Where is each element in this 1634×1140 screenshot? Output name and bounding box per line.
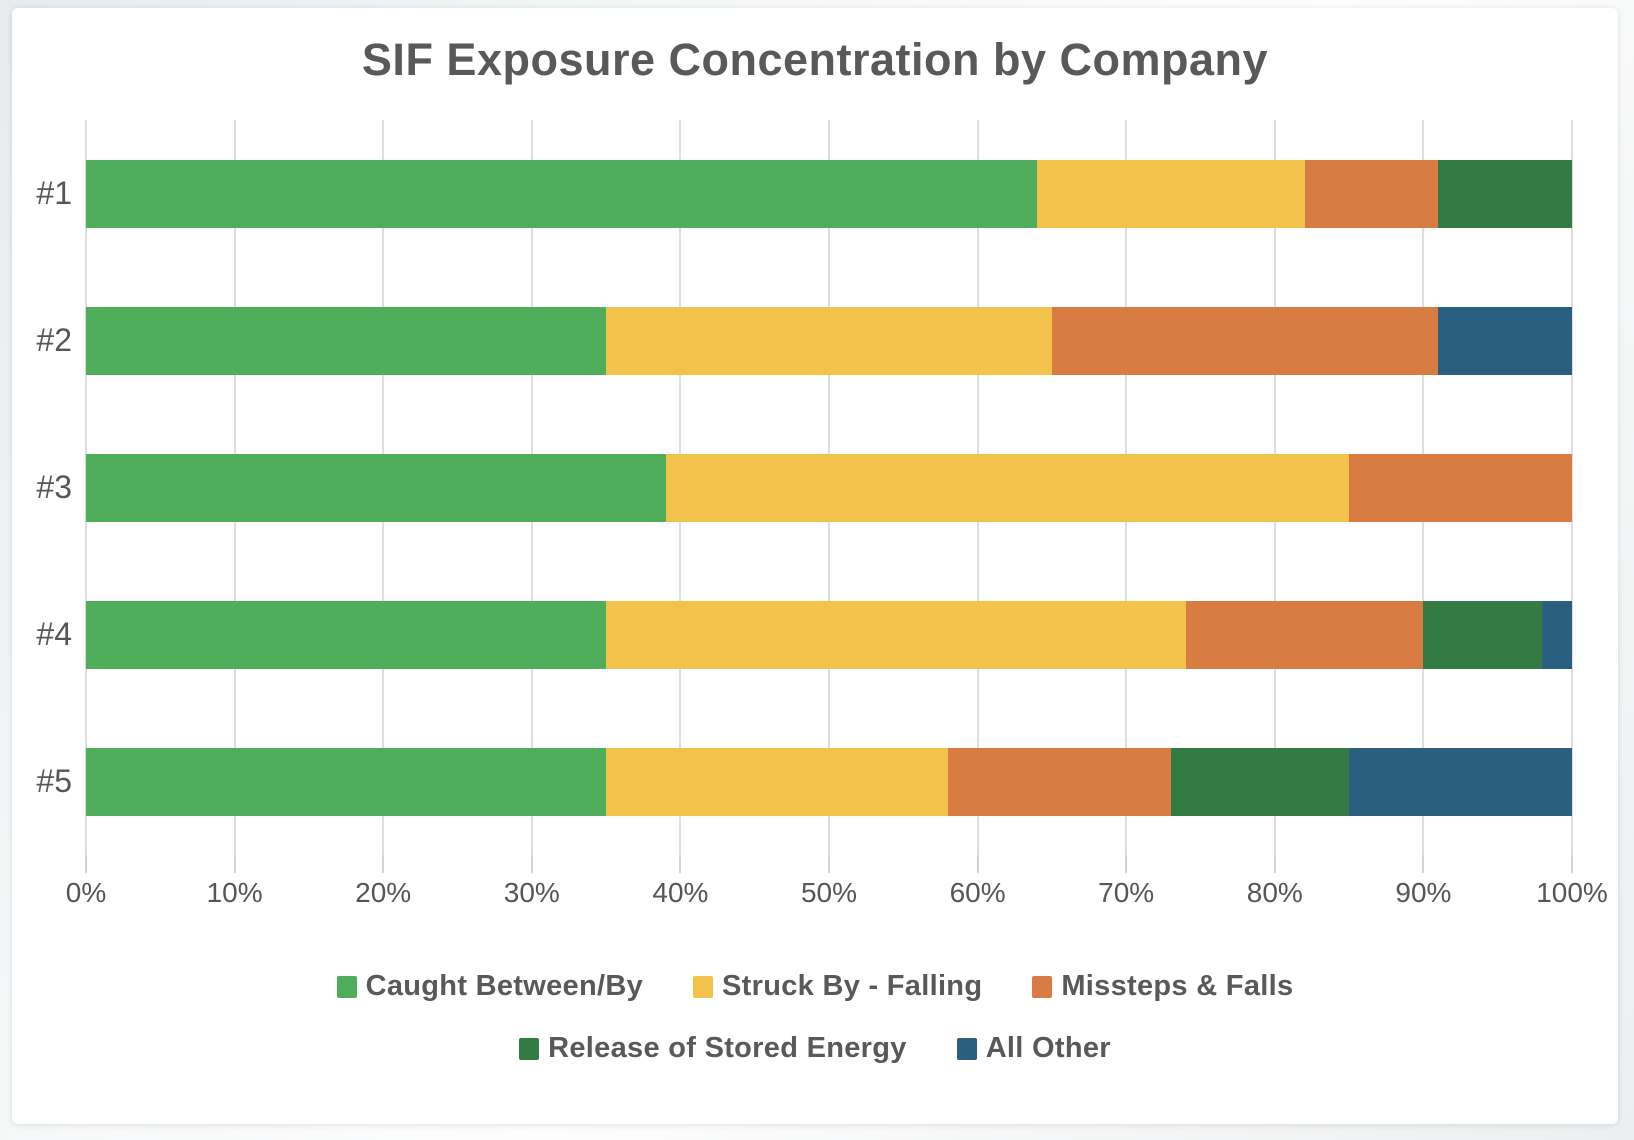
bar-segment — [86, 600, 607, 669]
legend-item: Caught Between/By — [336, 970, 644, 1003]
bar-segment — [86, 747, 607, 816]
x-tick-label: 100% — [1536, 877, 1608, 908]
x-tick-label: 30% — [503, 877, 560, 908]
legend-swatch — [1032, 975, 1053, 998]
x-tick-label: 80% — [1246, 877, 1303, 908]
y-axis: #1 #2 #3 #4 #5 — [12, 120, 72, 855]
y-tick-label: #3 — [36, 469, 72, 505]
axis-tick — [233, 855, 236, 873]
plot-area — [85, 120, 1573, 873]
bar-segment — [606, 747, 948, 816]
y-tick-label: #2 — [36, 322, 72, 358]
x-tick-label: 60% — [949, 877, 1006, 908]
legend-item: All Other — [956, 1032, 1111, 1065]
legend-label: All Other — [985, 1032, 1111, 1064]
chart-card: SIF Exposure Concentration by Company #1… — [12, 8, 1618, 1124]
axis-tick — [1125, 855, 1128, 873]
x-tick-label: 70% — [1098, 877, 1155, 908]
x-tick-label: 10% — [206, 877, 263, 908]
axis-tick — [976, 855, 979, 873]
bar-segment — [947, 747, 1171, 816]
axis-tick — [530, 855, 533, 873]
y-tick-label: #5 — [36, 763, 72, 799]
legend-item: Missteps & Falls — [1032, 970, 1293, 1003]
legend-item: Struck By - Falling — [693, 970, 982, 1003]
legend-label: Release of Stored Energy — [548, 1032, 907, 1064]
axis-tick — [828, 855, 830, 873]
bar-segment — [86, 159, 1038, 228]
bar-segment — [1438, 306, 1572, 375]
bar-segment — [606, 306, 1052, 375]
axis-tick — [1571, 855, 1573, 873]
x-tick-label: 0% — [65, 877, 107, 908]
axis-tick — [1422, 855, 1425, 873]
bar-segment — [1542, 600, 1572, 669]
bar-segment — [86, 306, 607, 375]
bar-segment — [606, 600, 1186, 669]
y-tick-label: #1 — [36, 175, 72, 211]
bar-segment — [1304, 159, 1439, 228]
bar-segment — [665, 453, 1350, 522]
y-tick-label: #4 — [36, 616, 72, 652]
axis-tick — [1273, 855, 1276, 873]
legend-row-1: Caught Between/By Struck By - Falling Miss… — [12, 970, 1618, 1003]
bar-segment — [1051, 306, 1439, 375]
bar-segment — [1349, 453, 1572, 522]
bar-segment — [86, 453, 666, 522]
bar-row — [86, 747, 1572, 816]
bar-segment — [1349, 747, 1572, 816]
bar-segment — [1037, 159, 1305, 228]
axis-tick — [382, 855, 385, 873]
x-axis: 0% 10% 20% 30% 40% 50% 60% 70% 80% 90% 100% — [66, 877, 1608, 917]
axis-tick — [85, 855, 87, 873]
legend-swatch — [693, 975, 714, 998]
x-tick-label: 20% — [355, 877, 412, 908]
legend-swatch — [956, 1037, 977, 1060]
legend-swatch — [519, 1037, 540, 1060]
bar-row — [86, 600, 1572, 669]
bar-segment — [1423, 600, 1543, 669]
legend-label: Caught Between/By — [365, 970, 644, 1002]
axis-tick — [679, 855, 682, 873]
bar-row — [86, 453, 1572, 522]
bar-segment — [1185, 600, 1424, 669]
legend-row-2: Release of Stored Energy All Other — [12, 1032, 1618, 1065]
bar-segment — [1170, 747, 1350, 816]
x-tick-label: 50% — [800, 877, 858, 908]
legend-item: Release of Stored Energy — [519, 1032, 907, 1065]
x-tick-label: 90% — [1395, 877, 1452, 908]
bar-segment — [1438, 159, 1572, 228]
bar-row — [86, 159, 1572, 228]
legend-swatch — [336, 975, 357, 998]
gridline — [1571, 120, 1573, 855]
x-tick-label: 40% — [652, 877, 709, 908]
chart-title: SIF Exposure Concentration by Company — [361, 34, 1269, 85]
legend-label: Struck By - Falling — [722, 970, 983, 1002]
legend-label: Missteps & Falls — [1061, 970, 1294, 1002]
bar-row — [86, 306, 1572, 375]
